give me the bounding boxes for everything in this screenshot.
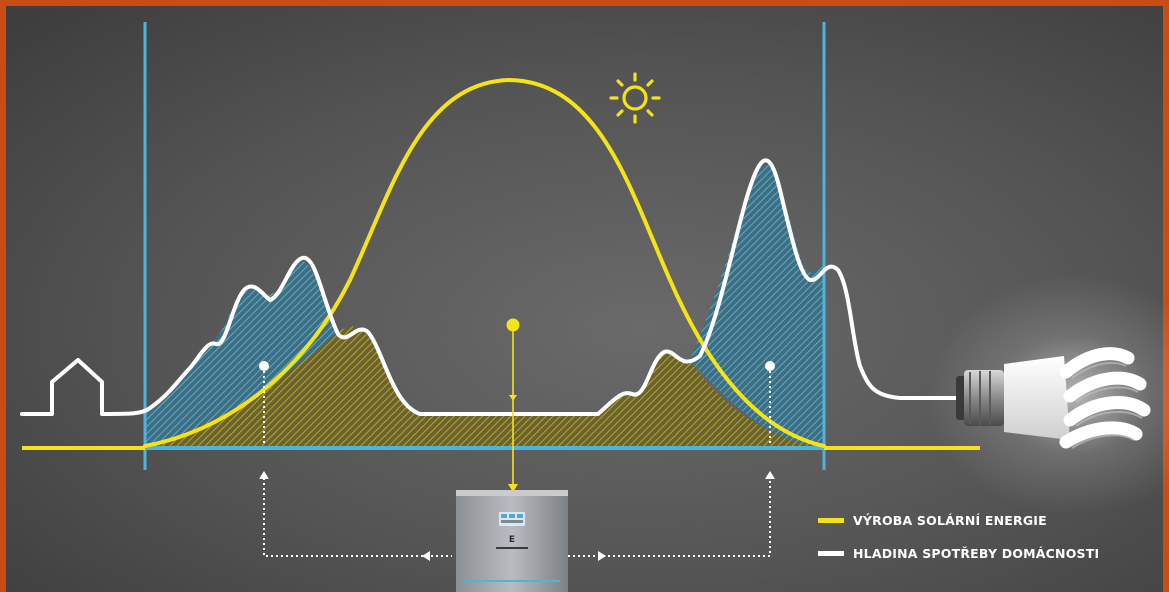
production-to-battery-flow [506, 318, 520, 492]
battery-unit-icon: E [456, 490, 568, 592]
legend-swatch-solar [818, 518, 844, 523]
flow-markers [259, 361, 775, 561]
battery-discharge-flows [263, 366, 771, 557]
legend-item-solar: VÝROBA SOLÁRNÍ ENERGIE [818, 513, 1047, 528]
direct-use-hatch [145, 326, 824, 446]
battery-zone-hatch-left [145, 260, 338, 446]
svg-text:E: E [509, 535, 515, 545]
legend-label-solar: VÝROBA SOLÁRNÍ ENERGIE [853, 513, 1047, 528]
sun-icon [609, 72, 661, 124]
legend-item-consumption: HLADINA SPOTŘEBY DOMÁCNOSTI [818, 546, 1099, 561]
legend-swatch-consumption [818, 551, 844, 556]
light-bulb-icon [942, 347, 1151, 449]
legend: VÝROBA SOLÁRNÍ ENERGIE HLADINA SPOTŘEBY … [818, 513, 1099, 561]
household-consumption-curve [20, 158, 952, 416]
diagram-background [6, 6, 1163, 592]
legend-label-consumption: HLADINA SPOTŘEBY DOMÁCNOSTI [853, 546, 1099, 561]
